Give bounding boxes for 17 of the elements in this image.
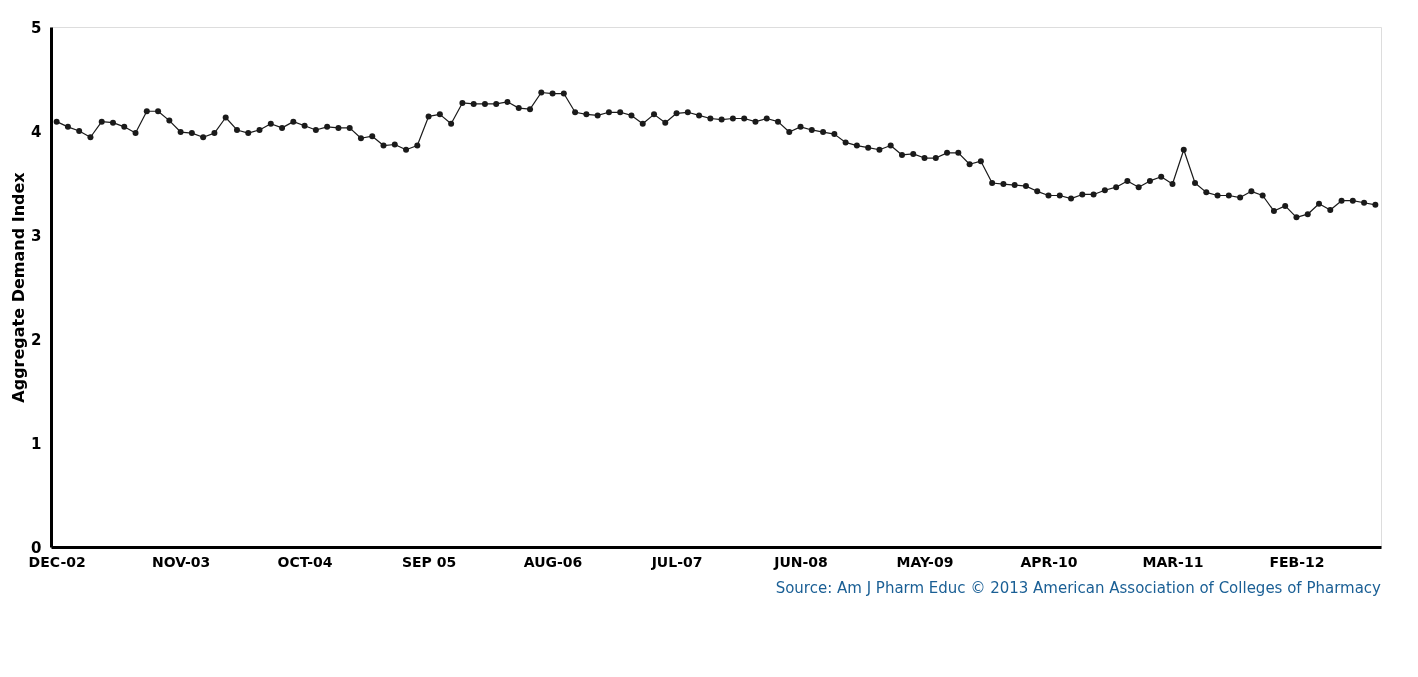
x-tick-label: MAY-09 — [896, 553, 954, 570]
x-tick-label: FEB-12 — [1269, 553, 1325, 570]
x-tick-label: NOV-03 — [151, 553, 211, 570]
y-tick-label: 4 — [31, 122, 42, 141]
x-tick-label: APR-10 — [1020, 553, 1078, 570]
y-tick-label: 2 — [31, 330, 42, 349]
y-tick-label: 1 — [31, 434, 42, 453]
y-tick-label: 5 — [31, 18, 42, 37]
x-tick-label: MAR-11 — [1142, 553, 1204, 570]
y-tick-label: 3 — [31, 226, 42, 245]
x-tick-label: SEP 05 — [401, 553, 457, 570]
x-tick-label: AUG-06 — [523, 553, 583, 570]
x-tick-label: OCT-04 — [277, 553, 333, 570]
x-tick-label: JUN-08 — [773, 553, 828, 570]
y-axis-title: Aggregate Demand Index — [9, 171, 29, 403]
x-tick-label: JUL-07 — [650, 553, 703, 570]
source-note: Source: Am J Pharm Educ © 2013 American Association of Colleges of Pharmacy — [775, 579, 1382, 597]
